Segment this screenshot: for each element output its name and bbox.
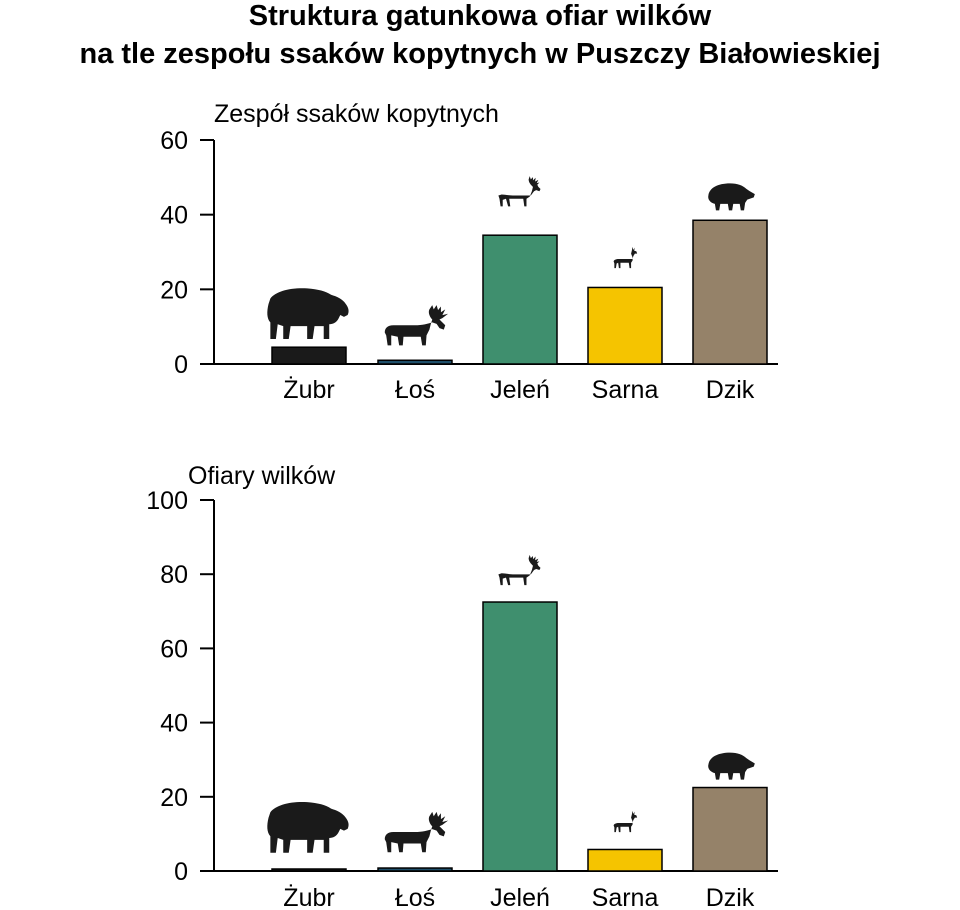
panel-title: Zespół ssaków kopytnych — [214, 100, 499, 128]
bar-los — [377, 359, 453, 365]
y-tick-label: 20 — [160, 276, 188, 304]
y-tick-label: 100 — [146, 487, 188, 515]
chart-panel-wolf-prey: Ofiary wilków 0 20 40 60 80 100 Żubr Łoś Jeleń Sar… — [146, 462, 778, 910]
bar-sarna — [587, 286, 663, 365]
roe-deer-icon — [613, 810, 638, 833]
chart-title-line2: na tle zespołu ssaków kopytnych w Puszcz… — [79, 38, 881, 70]
moose-icon — [384, 811, 449, 853]
category-label: Łoś — [395, 884, 435, 910]
moose-icon — [384, 305, 449, 346]
bison-icon — [267, 802, 349, 853]
panel-title: Ofiary wilków — [188, 462, 336, 490]
bar-dzik — [692, 786, 768, 872]
category-label: Dzik — [706, 884, 755, 910]
y-tick-label: 0 — [174, 351, 188, 379]
y-tick-label: 60 — [160, 635, 188, 663]
bar-jelen — [482, 234, 558, 365]
y-tick-label: 20 — [160, 784, 188, 812]
y-tick-label: 0 — [174, 858, 188, 886]
roe-deer-icon — [613, 246, 638, 269]
chart-panel-ungulates: Zespół ssaków kopytnych 0 20 40 60 Żubr Łoś Jel… — [160, 100, 778, 404]
category-label: Dzik — [706, 376, 755, 404]
bar-dzik — [692, 219, 768, 365]
category-label: Jeleń — [490, 884, 550, 910]
category-label: Żubr — [283, 883, 334, 910]
bar-jelen — [482, 601, 558, 872]
bar-los — [377, 867, 453, 872]
y-tick-label: 60 — [160, 127, 188, 155]
chart-title-line1: Struktura gatunkowa ofiar wilków — [248, 0, 712, 32]
bar-sarna — [587, 848, 663, 872]
bison-icon — [267, 288, 349, 339]
category-label: Łoś — [395, 376, 435, 404]
bar-zubr — [271, 868, 347, 872]
wild-boar-icon — [708, 752, 755, 780]
red-deer-icon — [498, 554, 541, 586]
category-label: Sarna — [592, 884, 659, 910]
y-tick-label: 80 — [160, 561, 188, 589]
y-tick-label: 40 — [160, 202, 188, 230]
bar-zubr — [271, 346, 347, 365]
category-label: Żubr — [283, 375, 334, 404]
y-tick-label: 40 — [160, 710, 188, 738]
wild-boar-icon — [708, 183, 755, 211]
category-label: Sarna — [592, 376, 659, 404]
red-deer-icon — [498, 176, 541, 207]
category-label: Jeleń — [490, 376, 550, 404]
